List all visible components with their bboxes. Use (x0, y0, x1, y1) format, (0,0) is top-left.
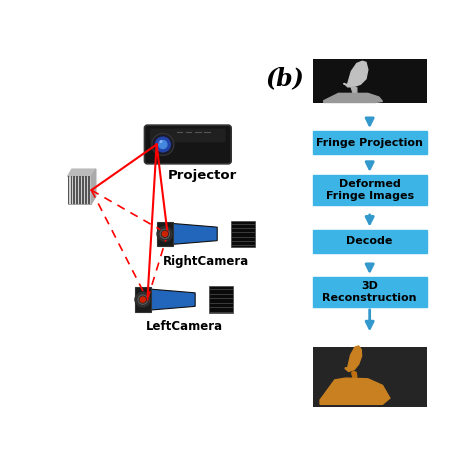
Polygon shape (151, 289, 195, 310)
Text: Deformed
Fringe Images: Deformed Fringe Images (326, 179, 414, 201)
Text: LeftCamera: LeftCamera (146, 320, 223, 333)
Polygon shape (345, 346, 362, 372)
FancyBboxPatch shape (145, 125, 231, 164)
Text: Projector: Projector (168, 169, 237, 182)
Polygon shape (344, 61, 368, 87)
Bar (73, 176, 75, 204)
Polygon shape (91, 169, 96, 204)
Circle shape (155, 137, 171, 153)
Bar (67, 176, 69, 204)
Circle shape (135, 292, 151, 308)
Polygon shape (352, 372, 357, 379)
Bar (156, 222, 173, 246)
Circle shape (157, 226, 173, 242)
Polygon shape (351, 87, 357, 93)
Text: RightCamera: RightCamera (163, 255, 249, 267)
Polygon shape (320, 378, 390, 404)
Bar (313, 175, 427, 205)
Polygon shape (67, 169, 96, 176)
Bar (313, 59, 427, 102)
Bar (85, 176, 87, 204)
Bar (82, 176, 84, 204)
Bar (231, 221, 255, 246)
Bar (67, 176, 91, 204)
Bar (313, 131, 427, 154)
Circle shape (159, 228, 171, 240)
Bar (313, 347, 427, 407)
Circle shape (152, 134, 174, 155)
Circle shape (139, 296, 146, 303)
Text: Decode: Decode (346, 236, 393, 246)
Polygon shape (324, 93, 383, 102)
Text: 3D
Reconstruction: 3D Reconstruction (322, 282, 417, 303)
Circle shape (158, 140, 168, 149)
Text: (b): (b) (266, 66, 305, 90)
Bar (89, 176, 90, 204)
Bar (209, 286, 233, 313)
Circle shape (161, 230, 169, 237)
Bar (135, 287, 151, 312)
Circle shape (160, 140, 163, 143)
Bar (80, 176, 81, 204)
Bar (313, 277, 427, 307)
FancyBboxPatch shape (150, 128, 226, 142)
Circle shape (137, 294, 149, 305)
Bar (76, 176, 78, 204)
Bar (71, 176, 72, 204)
Text: Fringe Projection: Fringe Projection (316, 137, 423, 147)
Bar (313, 230, 427, 253)
Polygon shape (173, 224, 217, 244)
